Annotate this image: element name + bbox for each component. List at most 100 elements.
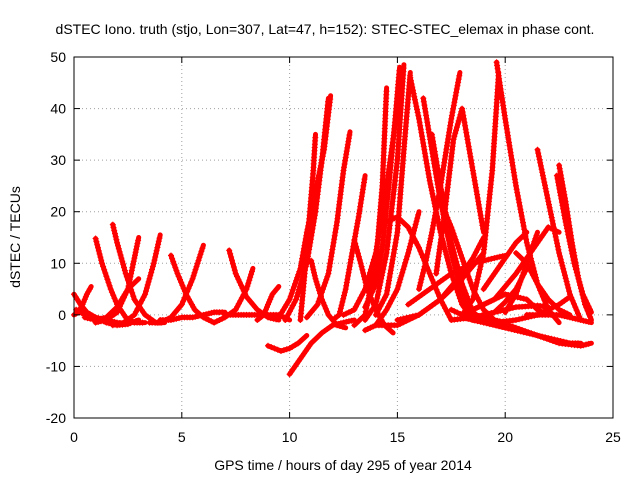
data-point-marker (311, 272, 318, 279)
data-point-marker (480, 319, 487, 326)
data-point-marker (128, 270, 135, 277)
data-point-marker (130, 258, 137, 265)
data-point-marker (109, 221, 116, 228)
data-point-marker (420, 143, 427, 150)
data-point-marker (476, 303, 482, 310)
data-point-marker (115, 306, 122, 313)
data-point-marker (446, 264, 453, 271)
data-point-marker (84, 315, 91, 322)
data-point-marker (346, 263, 353, 270)
data-point-marker (414, 109, 421, 116)
data-point-marker (585, 303, 592, 310)
data-point-marker (346, 266, 353, 273)
data-point-marker (452, 92, 459, 99)
data-point-marker (119, 297, 126, 304)
data-point-marker (494, 308, 501, 315)
data-point-marker (524, 242, 531, 249)
data-point-marker (516, 281, 523, 288)
data-point-marker (488, 297, 495, 304)
data-point-marker (495, 72, 502, 79)
data-point-marker (456, 72, 463, 79)
data-point-marker (525, 254, 532, 261)
data-point-marker (454, 121, 461, 127)
data-point-marker (516, 199, 523, 206)
data-point-marker (203, 311, 210, 318)
data-point-marker (363, 305, 370, 312)
data-point-marker (111, 295, 118, 302)
data-point-marker (464, 136, 471, 143)
data-point-marker (190, 272, 197, 279)
data-point-marker (369, 276, 376, 283)
data-point-marker (249, 268, 255, 275)
data-point-marker (520, 219, 526, 226)
data-point-marker (406, 243, 413, 250)
data-point-marker (515, 196, 522, 203)
data-point-marker (427, 235, 434, 242)
data-point-marker (557, 338, 564, 344)
data-point-marker (564, 228, 571, 235)
data-point-marker (111, 227, 118, 234)
data-point-marker (505, 292, 512, 298)
data-point-marker (377, 279, 384, 285)
data-point-marker (129, 264, 136, 271)
data-point-marker (539, 333, 546, 340)
data-point-marker (441, 245, 448, 252)
data-point-marker (444, 214, 451, 221)
data-point-marker (433, 202, 440, 209)
data-point-marker (349, 250, 356, 256)
data-point-marker (575, 316, 581, 323)
data-point-marker (508, 326, 515, 333)
data-point-marker (318, 293, 324, 300)
data-point-marker (575, 275, 582, 282)
data-point-marker (508, 152, 515, 159)
data-point-marker (143, 288, 149, 295)
data-point-marker (152, 254, 159, 260)
data-point-marker (553, 237, 560, 244)
data-point-marker (469, 296, 476, 303)
data-point-marker (117, 320, 124, 327)
data-point-marker (248, 271, 255, 278)
data-point-marker (432, 152, 439, 158)
data-point-marker (193, 263, 200, 270)
data-point-marker (393, 232, 400, 239)
data-point-marker (557, 168, 564, 175)
data-point-marker (555, 246, 562, 253)
data-point-marker (513, 182, 519, 189)
data-point-marker (309, 263, 316, 270)
data-point-marker (92, 235, 99, 242)
data-point-marker (491, 317, 498, 323)
data-point-marker (267, 296, 274, 303)
data-point-marker (400, 266, 407, 273)
data-point-marker (556, 253, 563, 260)
data-point-marker (467, 279, 474, 286)
data-point-marker (425, 126, 432, 133)
data-point-marker (376, 285, 383, 292)
data-point-marker (196, 254, 203, 261)
data-point-marker (185, 285, 192, 292)
data-point-marker (365, 295, 372, 302)
data-point-marker (265, 342, 271, 349)
data-point-marker (401, 263, 408, 270)
data-point-marker (168, 252, 174, 259)
data-point-marker (583, 341, 589, 348)
data-point-marker (191, 269, 198, 276)
data-point-marker (541, 179, 548, 186)
y-tick-label: 30 (50, 152, 66, 168)
data-point-marker (458, 252, 464, 258)
data-point-marker (112, 233, 119, 240)
data-point-marker (292, 280, 298, 287)
data-point-marker (558, 312, 565, 319)
data-point-marker (476, 205, 483, 212)
data-point-marker (192, 266, 199, 273)
data-point-marker (452, 96, 458, 102)
data-point-marker (274, 346, 281, 353)
data-point-marker (293, 296, 300, 303)
data-point-marker (575, 340, 581, 347)
data-point-marker (539, 172, 546, 179)
data-point-marker (246, 277, 253, 284)
data-point-marker (506, 142, 513, 149)
data-point-marker (367, 324, 374, 331)
data-point-marker (461, 287, 468, 294)
data-point-marker (448, 115, 455, 122)
data-point-marker (370, 273, 377, 280)
